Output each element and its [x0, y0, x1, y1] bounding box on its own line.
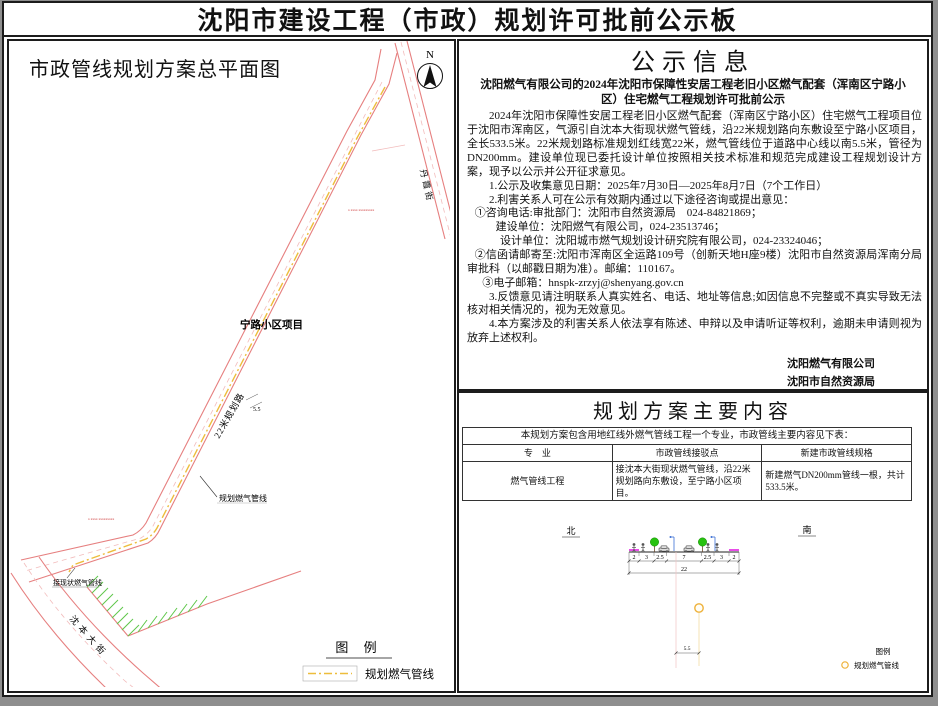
- svg-text:3: 3: [720, 555, 723, 561]
- svg-text:2.5: 2.5: [656, 555, 664, 561]
- notice-paragraph: 设计单位：沈阳城市燃气规划设计研究院有限公司，024-23324046；: [500, 235, 829, 248]
- pedestrian-figure: [714, 542, 720, 553]
- notice-paragraph: 3.反馈意见请注明联系人真实姓名、电话、地址等信息;如因信息不完整或不真实导致无…: [467, 290, 922, 317]
- cell-spec: 新建燃气DN200mm管线一根，共计533.5米。: [761, 460, 912, 502]
- pipeline-marker: [694, 603, 704, 613]
- notice-paragraph: ①咨询电话:审批部门：沈阳市自然资源局 024-84821869；: [474, 207, 762, 220]
- map-legend: 图 例 规划燃气管线: [302, 640, 434, 682]
- road-22m: [20, 48, 406, 583]
- cross-section-legend-title: 图例: [876, 646, 891, 656]
- car-figure: [658, 545, 670, 553]
- tree-figure: [697, 537, 708, 553]
- car-figure: [683, 545, 695, 553]
- site-plan-map: N: [10, 41, 450, 687]
- plan-content-title: 规划方案主要内容: [593, 401, 793, 423]
- plan-content-table: 本规划方案包含用地红线外燃气管线工程一个专业，市政管线主要内容见下表： 专 业 …: [462, 427, 912, 502]
- svg-text:3: 3: [645, 555, 648, 561]
- tree-figure: [649, 537, 660, 553]
- table-header-spec: 新建市政管线规格: [761, 444, 912, 462]
- total-dimension-row: 22: [627, 567, 741, 575]
- pipeline-callout: 规划燃气管线: [199, 475, 267, 504]
- site-plan-title: 市政管线规划方案总平面图: [29, 59, 281, 81]
- street-danxia-label: 丹霞街: [418, 168, 436, 204]
- pedestrian-figure: [640, 542, 646, 553]
- street-danxia-road: [394, 41, 450, 240]
- plan-content-panel: 规划方案主要内容 本规划方案包含用地红线外燃气管线工程一个专业，市政管线主要内容…: [457, 391, 929, 693]
- table-row: 燃气管线工程 接沈本大街现状燃气管线，沿22米规划路向东敷设，至宁路小区项目。 …: [462, 460, 912, 502]
- cell-connection: 接沈本大街现状燃气管线，沿22米规划路向东敷设，至宁路小区项目。: [611, 460, 763, 502]
- notice-body: 2024年沈阳市保障性安居工程老旧小区燃气配套（浑南区宁路小区）住宅燃气工程项目…: [467, 110, 922, 346]
- street-shenben-road: [10, 556, 161, 687]
- planned-gas-pipeline: [68, 86, 386, 573]
- board-title-bar: 沈阳市建设工程（市政）规划许可批前公示板: [4, 3, 931, 37]
- site-plan-panel: 市政管线规划方案总平面图 N: [7, 39, 456, 693]
- svg-text:2: 2: [633, 555, 636, 561]
- pedestrian-figure: [705, 542, 711, 553]
- map-offset-dimension-label: 5.5: [253, 407, 261, 413]
- table-header-connection: 市政管线接驳点: [611, 444, 763, 462]
- pedestrian-figure: [631, 542, 637, 553]
- street-lamp-figure: [669, 535, 675, 552]
- notice-title: 公示信息: [631, 50, 755, 76]
- signature-line: 沈阳燃气有限公司: [787, 357, 875, 370]
- cell-specialty: 燃气管线工程: [462, 460, 613, 502]
- offset-dimension: 5.5: [674, 646, 701, 655]
- svg-text:22: 22: [681, 567, 687, 573]
- notice-paragraph: 2.利害关系人可在公示有效期内通过以下途径咨询或提出意见：: [489, 193, 795, 206]
- svg-text:2: 2: [733, 555, 736, 561]
- map-offset-dimension: [245, 393, 263, 409]
- notice-paragraph: 1.公示及收集意见日期：2025年7月30日—2025年8月7日（7个工作日）: [489, 179, 828, 192]
- notice-paragraph: 4.本方案涉及的利害关系人依法享有陈述、申辩以及申请听证等权利，逾期未申请则视为…: [467, 318, 922, 345]
- connect-existing-callout: 接现状燃气管线: [52, 567, 102, 588]
- cross-section-legend: 图例 规划燃气管线: [841, 646, 899, 670]
- table-intro: 本规划方案包含用地红线外燃气管线工程一个专业，市政管线主要内容见下表：: [462, 427, 912, 445]
- board-title: 沈阳市建设工程（市政）规划许可批前公示板: [197, 7, 738, 35]
- road-22m-label: 22米规划路: [211, 390, 246, 440]
- map-legend-title: 图 例: [335, 640, 382, 655]
- project-site-label: 宁路小区项目: [240, 318, 303, 331]
- public-notice-panel: 公示信息 沈阳燃气有限公司的2024年沈阳市保障性安居工程老旧小区燃气配套（浑南…: [457, 39, 929, 391]
- notice-subtitle: 沈阳燃气有限公司的2024年沈阳市保障性安居工程老旧小区燃气配套（浑南区宁路小区…: [480, 79, 906, 107]
- svg-text:5.5: 5.5: [684, 646, 691, 652]
- notice-paragraph: ③电子邮箱：hnspk-zrzyj@shenyang.gov.cn: [482, 276, 684, 289]
- street-lamp-figure: [710, 535, 716, 552]
- cross-section-south-label: 南: [802, 524, 811, 535]
- map-legend-item-label: 规划燃气管线: [365, 667, 434, 681]
- svg-text:接现状燃气管线: 接现状燃气管线: [53, 578, 102, 587]
- cross-section-legend-item: 规划燃气管线: [854, 660, 899, 670]
- notice-signature-block: 沈阳燃气有限公司 沈阳市自然资源局 2025年7月30日: [459, 355, 927, 389]
- legend-pipeline-marker: [841, 661, 849, 669]
- cross-section-north-label: 北: [566, 526, 575, 536]
- north-arrow-icon: N: [417, 49, 443, 89]
- segment-dimension-row: 2 3 2.5 7 2.5 3 2: [627, 555, 741, 563]
- svg-text:7: 7: [683, 555, 686, 561]
- notice-board-sheet: 沈阳市建设工程（市政）规划许可批前公示板 市政管线规划方案总平面图 N: [2, 1, 933, 697]
- notice-paragraph: ②信函请邮寄至:沈阳市浑南区全运路109号（创新天地H座9楼）沈阳市自然资源局浑…: [467, 248, 922, 275]
- signature-line: 沈阳市自然资源局: [787, 376, 875, 389]
- svg-text:2.5: 2.5: [704, 555, 712, 561]
- svg-text:规划燃气管线: 规划燃气管线: [219, 493, 267, 503]
- map-micro-annotation-1: x xxxx xxxxxxxxx: [348, 208, 375, 212]
- notice-paragraph: 建设单位：沈阳燃气有限公司，024-23513746；: [495, 221, 725, 234]
- green-hatched-boundary: [86, 570, 302, 637]
- notice-paragraph: 2024年沈阳市保障性安居工程老旧小区燃气配套（浑南区宁路小区）住宅燃气工程项目…: [467, 110, 922, 178]
- svg-text:N: N: [426, 49, 434, 61]
- map-micro-annotation-2: x xxxx xxxxxxxxx: [88, 517, 115, 521]
- table-header-specialty: 专 业: [462, 444, 613, 462]
